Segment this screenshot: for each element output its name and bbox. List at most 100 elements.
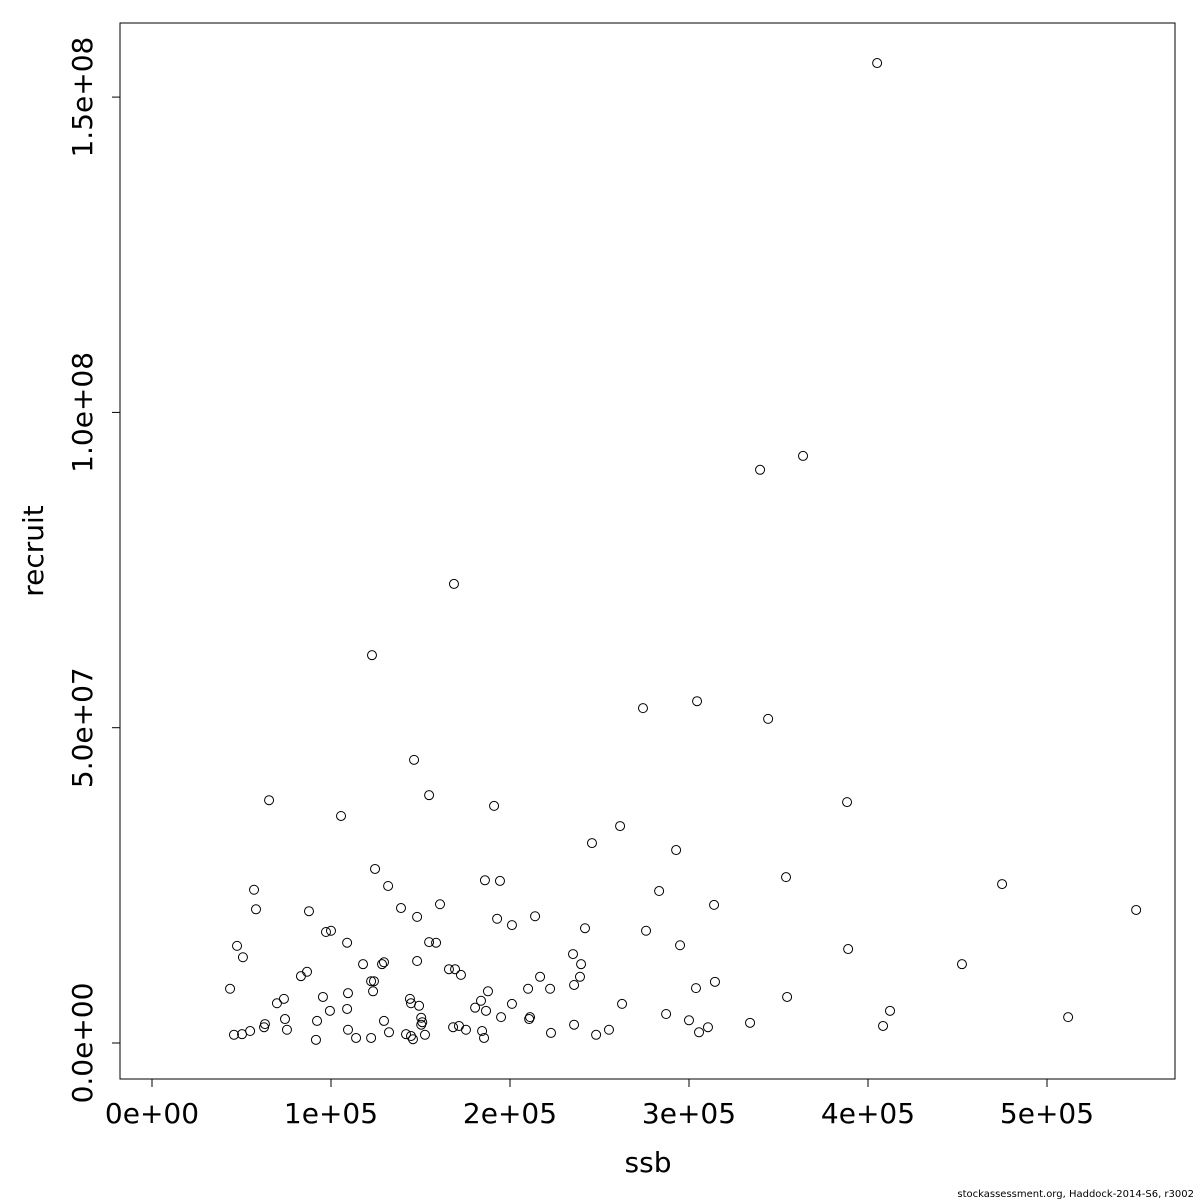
point <box>878 1020 889 1031</box>
point <box>709 899 720 910</box>
point <box>401 1029 412 1040</box>
point <box>324 1005 335 1016</box>
point <box>654 886 665 897</box>
point <box>326 925 336 936</box>
point <box>259 1022 270 1033</box>
point <box>545 983 556 994</box>
point <box>569 1019 580 1030</box>
point <box>404 993 415 1004</box>
point <box>366 1032 377 1043</box>
point <box>872 58 883 69</box>
point <box>343 1024 354 1035</box>
point <box>412 911 423 922</box>
point <box>395 903 406 914</box>
point <box>603 1024 614 1035</box>
plot-box <box>119 22 1176 1080</box>
point <box>524 1014 535 1025</box>
x-axis-title: ssb <box>625 1146 672 1179</box>
point <box>479 875 490 886</box>
point <box>368 976 379 987</box>
point <box>506 998 517 1009</box>
point <box>383 880 394 891</box>
y-tick-label: 1.5e+08 <box>66 37 99 158</box>
point <box>281 1024 292 1035</box>
point <box>692 696 703 707</box>
point <box>745 1017 756 1028</box>
point <box>336 810 347 821</box>
x-tick-label: 3e+05 <box>642 1097 736 1130</box>
point <box>956 959 967 970</box>
point <box>477 1026 488 1037</box>
point <box>419 1029 430 1040</box>
point <box>470 1002 481 1013</box>
point <box>225 983 236 994</box>
point <box>278 993 289 1004</box>
point <box>535 971 546 982</box>
point <box>798 450 809 461</box>
point <box>637 703 648 714</box>
point <box>250 904 261 915</box>
point <box>476 995 487 1006</box>
point <box>684 1015 695 1026</box>
point <box>576 959 587 970</box>
point <box>523 983 534 994</box>
point <box>586 838 597 849</box>
point <box>997 879 1008 890</box>
y-tick-label: 1.0e+08 <box>66 352 99 473</box>
point <box>675 940 686 951</box>
point <box>1063 1012 1074 1023</box>
point <box>424 790 435 801</box>
point <box>414 1000 425 1011</box>
point <box>568 949 579 960</box>
point <box>702 1022 713 1033</box>
point <box>782 991 793 1002</box>
point <box>431 937 442 948</box>
point <box>383 1027 394 1038</box>
x-tick-label: 0e+00 <box>105 1097 199 1130</box>
point <box>368 986 379 997</box>
x-tick-label: 5e+05 <box>1000 1097 1094 1130</box>
point <box>885 1005 896 1016</box>
point <box>435 899 446 910</box>
point <box>343 988 354 999</box>
point <box>232 940 243 951</box>
point <box>416 1012 427 1023</box>
point <box>641 925 652 936</box>
point <box>479 1032 490 1043</box>
point <box>366 650 377 661</box>
point <box>342 1003 353 1014</box>
point <box>453 1020 464 1031</box>
point <box>342 937 353 948</box>
point <box>482 986 493 997</box>
point <box>450 964 461 975</box>
point <box>237 952 248 963</box>
point <box>842 797 853 808</box>
point <box>496 1012 507 1023</box>
point <box>279 1014 290 1025</box>
point <box>378 1015 389 1026</box>
point <box>443 964 454 975</box>
point <box>506 920 517 931</box>
point <box>661 1008 672 1019</box>
point <box>302 966 313 977</box>
point <box>310 1034 321 1045</box>
point <box>694 1027 705 1038</box>
point <box>481 1005 492 1016</box>
point <box>591 1029 602 1040</box>
point <box>709 976 720 987</box>
x-tick-label: 4e+05 <box>821 1097 915 1130</box>
y-axis-title: recruit <box>17 505 50 597</box>
point <box>317 991 328 1002</box>
point <box>409 754 420 765</box>
point <box>455 969 466 980</box>
point <box>377 959 388 970</box>
point <box>412 956 423 967</box>
point <box>264 795 275 806</box>
point <box>366 976 377 987</box>
x-tick-label: 1e+05 <box>284 1097 378 1130</box>
point <box>406 1031 417 1042</box>
point <box>569 979 580 990</box>
point <box>249 884 260 895</box>
point <box>755 464 766 475</box>
